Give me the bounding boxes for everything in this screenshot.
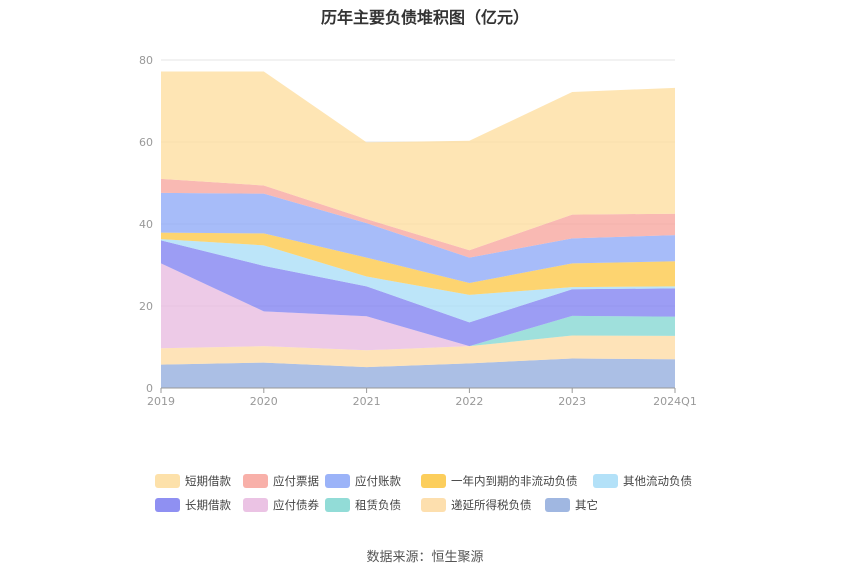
legend-label: 租赁负债 [355, 498, 401, 512]
area-series-1[interactable] [161, 335, 675, 368]
legend-item[interactable]: 其它 [545, 498, 598, 512]
legend-label: 递延所得税负债 [451, 498, 532, 512]
x-tick-label: 2021 [353, 395, 381, 408]
x-tick-label: 2020 [250, 395, 278, 408]
legend-label: 应付账款 [355, 474, 401, 488]
y-tick-label: 60 [139, 136, 153, 149]
area-series-2[interactable] [161, 315, 675, 351]
source-note: 数据来源：恒生聚源 [366, 550, 484, 565]
legend-item[interactable]: 短期借款 [155, 474, 231, 488]
area-series-4[interactable] [161, 240, 675, 347]
y-tick-label: 40 [139, 218, 153, 231]
legend-label: 其它 [575, 498, 598, 512]
legend-label: 应付债券 [273, 498, 319, 512]
legend-swatch [593, 474, 618, 488]
legend-label: 其他流动负债 [623, 474, 692, 488]
legend-swatch [421, 474, 446, 488]
legend-item[interactable]: 其他流动负债 [593, 474, 692, 488]
legend-swatch [243, 498, 268, 512]
y-tick-label: 80 [139, 54, 153, 67]
legend-swatch [155, 498, 180, 512]
x-tick-label: 2019 [147, 395, 175, 408]
legend-label: 短期借款 [185, 474, 231, 488]
legend-item[interactable]: 长期借款 [155, 498, 231, 512]
legend-label: 应付票据 [273, 474, 319, 488]
area-series [161, 71, 675, 388]
area-series-3[interactable] [161, 263, 675, 351]
legend-item[interactable]: 递延所得税负债 [421, 498, 532, 512]
legend-swatch [325, 474, 350, 488]
x-tick-label: 2024Q1 [653, 395, 697, 408]
area-series-8[interactable] [161, 178, 675, 258]
area-series-7[interactable] [161, 192, 675, 284]
legend-item[interactable]: 应付账款 [325, 474, 401, 488]
y-tick-label: 20 [139, 300, 153, 313]
legend-swatch [421, 498, 446, 512]
legend-label: 长期借款 [185, 498, 231, 512]
chart-title: 历年主要负债堆积图（亿元） [320, 8, 529, 27]
axes: 0 20 40 60 80 2019 2020 2021 2022 2023 2024Q1 [139, 54, 697, 408]
x-tick-label: 2023 [558, 395, 586, 408]
legend-item[interactable]: 租赁负债 [325, 498, 401, 512]
y-tick-label: 0 [146, 382, 153, 395]
legend-label: 一年内到期的非流动负债 [451, 474, 578, 488]
legend-item[interactable]: 应付债券 [243, 498, 319, 512]
area-series-5[interactable] [161, 239, 675, 323]
area-series-6[interactable] [161, 232, 675, 295]
area-series-9[interactable] [161, 71, 675, 251]
legend-swatch [243, 474, 268, 488]
legend-swatch [325, 498, 350, 512]
legend-swatch [545, 498, 570, 512]
legend-item[interactable]: 一年内到期的非流动负债 [421, 474, 578, 488]
x-tick-label: 2022 [455, 395, 483, 408]
legend-swatch [155, 474, 180, 488]
legend-item[interactable]: 应付票据 [243, 474, 319, 488]
area-series-0[interactable] [161, 358, 675, 388]
